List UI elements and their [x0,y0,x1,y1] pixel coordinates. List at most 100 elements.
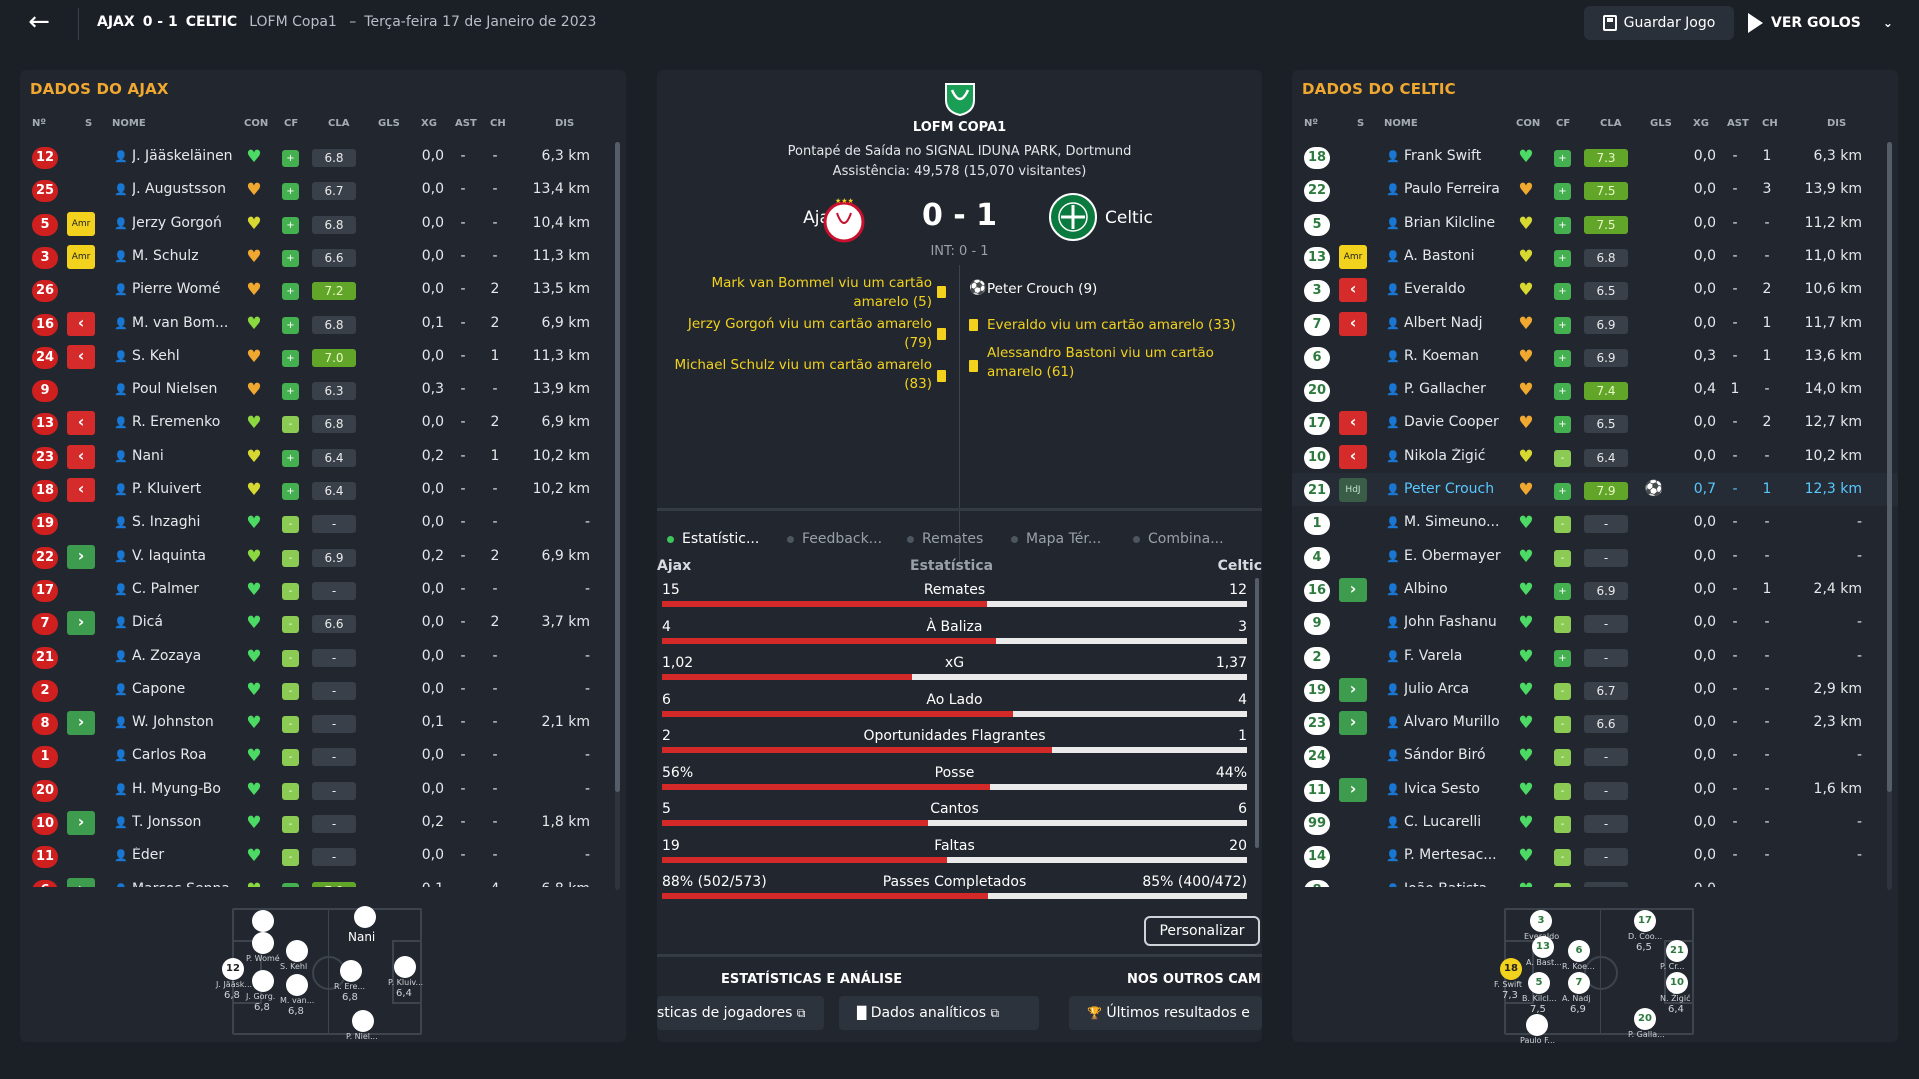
arrow-left-icon[interactable]: ← [28,7,50,37]
player-dot[interactable]: 17 [1634,910,1656,932]
customize-button[interactable]: Personalizar [1144,916,1260,946]
player-name[interactable]: Nikola Žigić [1404,447,1486,464]
player-dot[interactable] [252,932,274,954]
ajax-scrollbar[interactable] [615,142,620,890]
player-row[interactable]: 11 › 👤 Ivica Sesto ♥ - -0,0- -1,6 km [1292,773,1898,806]
celtic-scrollbar[interactable] [1887,142,1892,890]
player-row[interactable]: 24 ‹ 👤 S. Kehl ♥ +7.0 0,0- 1 11,3 km [20,340,626,373]
player-row[interactable]: 17 ‹ 👤 Davie Cooper ♥ +6.5 0,0- 2 12,7 km [1292,406,1898,439]
player-name[interactable]: A. Bastoni [1404,247,1475,264]
player-row[interactable]: 8 › 👤 W. Johnston ♥ - -0,1- -2,1 km [20,706,626,739]
col-s[interactable]: S [1357,118,1365,129]
player-row[interactable]: 3 ‹ 👤 Everaldo ♥ +6.5 0,0- 2 10,6 km [1292,273,1898,306]
col-ast[interactable]: AST [455,118,477,129]
player-row[interactable]: 6 👤 R. Koeman ♥ +6.9 0,3- 1 13,6 km [1292,340,1898,373]
player-row[interactable]: 1 👤 M. Simeuno... ♥ - -0,0- - - [1292,506,1898,539]
latest-results-link[interactable]: 🏆 Últimos resultados e [1069,996,1262,1030]
player-row[interactable]: 7 ‹ 👤 Albert Nadj ♥ +6.9 0,0- 1 11,7 km [1292,307,1898,340]
player-dot[interactable]: 3 [1530,910,1552,932]
col-name[interactable]: NOME [1384,118,1418,129]
player-dot[interactable] [286,940,308,962]
col-gls[interactable]: GLS [378,118,400,129]
player-name[interactable]: E. Obermayer [1404,547,1501,564]
player-name[interactable]: Pierre Womé [132,281,221,298]
col-cf[interactable]: CF [284,118,299,129]
player-dot[interactable]: 5 [1528,972,1550,994]
player-name[interactable]: C. Palmer [132,580,199,597]
player-row[interactable]: 19 › 👤 Julio Arca ♥ -6.7 0,0- -2,9 km [1292,673,1898,706]
player-row[interactable]: 18 👤 Frank Swift ♥ +7.3 0,0- 1 6,3 km [1292,140,1898,173]
player-row[interactable]: 22 › 👤 V. Iaquinta ♥ -6.9 0,2-2 6,9 km [20,540,626,573]
player-name[interactable]: Albert Nadj [1404,314,1483,331]
col-ch[interactable]: CH [490,118,506,129]
player-name[interactable]: Peter Crouch [1404,481,1495,497]
player-name[interactable]: M. van Bom... [132,314,229,331]
player-row[interactable]: 26 👤 Pierre Womé ♥ +7.2 0,0- 2 13,5 km [20,273,626,306]
player-name[interactable]: João Batista [1404,881,1519,887]
col-ast[interactable]: AST [1727,118,1749,129]
player-row[interactable]: 20 👤 H. Myung-Bo ♥ - -0,0- - - [20,773,626,806]
player-name[interactable]: V. Iaquinta [132,547,206,564]
player-row[interactable]: 6 › 👤 Marcos Senna♥ +7.0 0,1 - 4 6,8 km [20,873,626,887]
player-dot[interactable] [352,1010,374,1032]
player-row[interactable]: 23 › 👤 Álvaro Murillo ♥ -6.6 0,0- -2,3 km [1292,706,1898,739]
col-con[interactable]: CON [1516,118,1541,129]
player-row[interactable]: 7 › 👤 Dicá ♥ -6.6 0,0-2 3,7 km [20,606,626,639]
player-name[interactable]: F. Varela [1404,647,1463,664]
chevron-down-icon[interactable]: ⌄ [1882,16,1893,30]
player-name[interactable]: Álvaro Murillo [1404,714,1500,731]
save-match-button[interactable]: Guardar Jogo [1584,6,1734,40]
player-row[interactable]: 5 👤 Brian Kilcline ♥ +7.5 0,0- -11,2 km [1292,207,1898,240]
col-cf[interactable]: CF [1556,118,1571,129]
player-row[interactable]: 16 ‹ 👤 M. van Bom... ♥ +6.8 0,1- 2 6,9 km [20,307,626,340]
player-name[interactable]: Brian Kilcline [1404,214,1496,231]
player-row[interactable]: 10 ‹ 👤 Nikola Žigić ♥ -6.4 0,0- -10,2 km [1292,440,1898,473]
player-row[interactable]: 12 👤 J. Jääskeläinen ♥ +6.8 0,0- -6,3 km [20,140,626,173]
player-dot[interactable]: 10 [1666,972,1688,994]
player-row[interactable]: 9 👤 John Fashanu ♥ - -0,0- - - [1292,606,1898,639]
player-dot[interactable] [354,906,376,928]
player-dot[interactable] [252,970,274,992]
player-name[interactable]: C. Lucarelli [1404,814,1482,830]
player-name[interactable]: A. Zozaya [132,647,202,664]
col-dis[interactable]: DIS [1827,118,1847,129]
player-name[interactable]: P. Gallacher [1404,381,1486,398]
col-dis[interactable]: DIS [555,118,575,129]
stats-scrollbar[interactable] [1255,578,1259,848]
player-row[interactable]: 14 👤 P. Mertesac... ♥ - -0,0- - - [1292,839,1898,872]
player-name[interactable]: Paulo Ferreira [1404,181,1500,198]
player-dot[interactable] [252,910,274,932]
col-gls[interactable]: GLS [1650,118,1672,129]
ajax-formation-pitch[interactable]: Nani 12 J. Jääsk... 6,8 P. Womé S. Kehl P. Klu… [216,906,423,1041]
player-name[interactable]: Capone [132,680,186,697]
player-row[interactable]: 20 👤 P. Gallacher ♥ +7.4 0,4 1 - 14,0 km [1292,373,1898,406]
player-name[interactable]: Jerzy Gorgoń [132,214,222,231]
player-name[interactable]: W. Johnston [132,714,214,731]
col-cla[interactable]: CLA [1600,118,1622,129]
player-row[interactable]: 18 ‹ 👤 P. Kluivert ♥ +6.4 0,0- -10,2 km [20,473,626,506]
player-name[interactable]: R. Koeman [1404,347,1479,364]
player-row[interactable]: 8 👤 João Batista♥ - - 0,0 - - - [1292,873,1898,887]
player-row[interactable]: 23 ‹ 👤 Nani ♥ +6.4 0,2- 1 10,2 km [20,440,626,473]
col-num[interactable]: Nº [32,118,47,129]
player-name[interactable]: Sándor Biró [1404,747,1486,764]
tab-combinations[interactable]: Combina... [1133,531,1224,547]
col-xg[interactable]: XG [1693,118,1709,129]
player-name[interactable]: Julio Arca [1404,680,1470,697]
player-row[interactable]: 17 👤 C. Palmer ♥ - -0,0- - - [20,573,626,606]
player-name[interactable]: R. Eremenko [132,414,221,431]
player-name[interactable]: Frank Swift [1404,148,1482,164]
player-row[interactable]: 4 👤 E. Obermayer ♥ - -0,0- - - [1292,540,1898,573]
player-row[interactable]: 21 👤 A. Zozaya ♥ - -0,0- - - [20,640,626,673]
col-ch[interactable]: CH [1762,118,1778,129]
player-name[interactable]: M. Simeuno... [1404,514,1500,531]
tab-statistics[interactable]: Estatístic... [656,526,776,556]
celtic-player-list[interactable]: 18 👤 Frank Swift ♥ +7.3 0,0-1 6,3 km 22 👤 Paulo F… [1292,140,1898,887]
player-dot[interactable]: 7 [1568,972,1590,994]
player-dot[interactable]: 18 [1500,958,1522,980]
player-row[interactable]: 10 › 👤 T. Jonsson ♥ - -0,2- -1,8 km [20,806,626,839]
player-stats-link[interactable]: sticas de jogadores ⧉ [657,996,824,1030]
player-row[interactable]: 24 👤 Sándor Biró ♥ - -0,0- - - [1292,739,1898,772]
col-s[interactable]: S [85,118,93,129]
